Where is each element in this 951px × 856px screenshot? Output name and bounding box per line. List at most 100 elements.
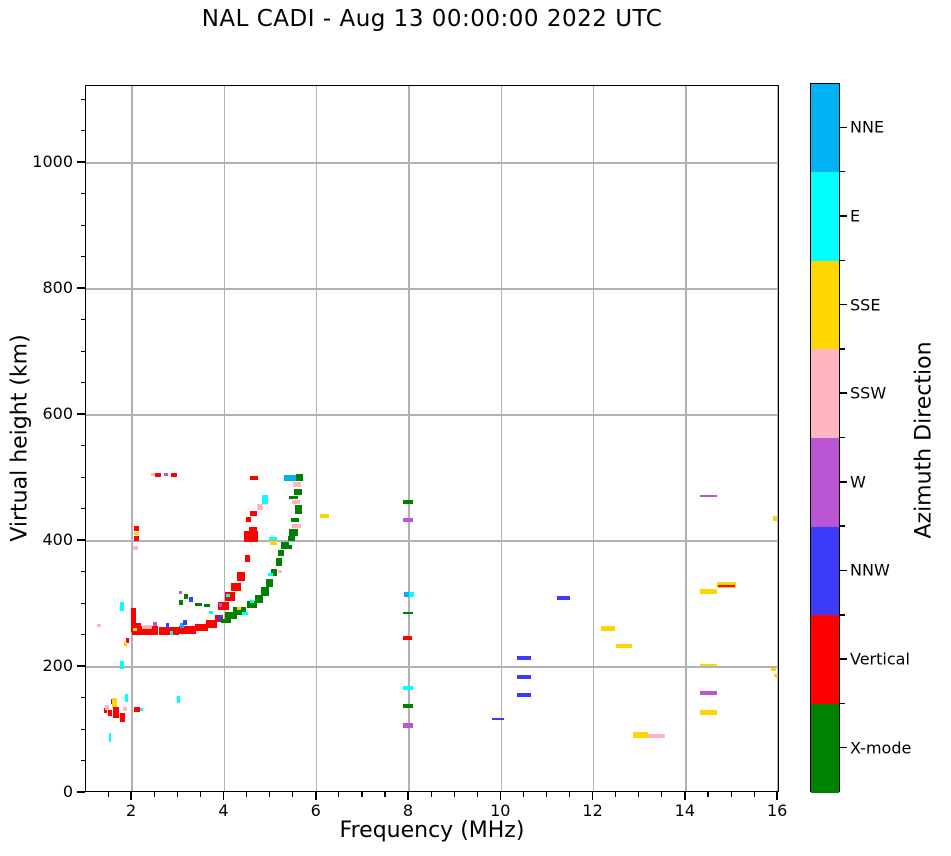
data-point-G [699,664,718,667]
data-point-P [133,546,138,550]
y-axis-tick [77,539,85,541]
y-axis-tick [77,665,85,667]
x-axis-tick [407,792,409,800]
data-point-V [125,637,130,644]
x-axis-minor-tick [269,792,271,797]
data-point-C [108,733,112,742]
y-axis-tick [77,287,85,289]
data-point-P [291,500,301,504]
plot-area [85,85,779,792]
data-point-C [209,611,213,615]
colorbar-tick [840,392,847,394]
data-point-W [178,591,183,595]
colorbar-tick [840,303,847,306]
data-point-X [271,568,278,577]
data-point-N [516,692,531,697]
data-point-X [203,604,210,608]
data-point-X [224,612,237,619]
y-axis-minor-tick [80,193,85,195]
x-axis-minor-tick [638,792,640,797]
x-axis-tick-label: 12 [582,801,603,820]
data-point-X [254,595,264,603]
data-point-C [120,661,124,669]
y-axis-tick-label: 1000 [32,152,73,172]
data-point-X [403,611,413,615]
data-point-X [284,544,292,549]
data-point-V [206,620,217,628]
data-point-V [403,635,413,641]
colorbar-boundary-tick [840,259,845,261]
data-point-V [170,473,178,477]
colorbar-tick-label-E: E [850,206,861,226]
data-point-X [403,499,413,505]
data-point-V [250,511,257,517]
y-axis-minor-tick [80,602,85,604]
grid-line-x [316,86,318,791]
data-point-C [125,693,128,702]
grid-line-x [592,86,595,791]
grid-line-y [86,288,778,290]
data-point-N [492,717,504,720]
x-axis-minor-tick [615,792,617,797]
data-point-G [124,642,128,647]
y-axis-minor-tick [80,571,85,573]
y-axis-minor-tick [80,256,85,258]
data-point-V [134,525,140,531]
data-point-G [319,513,330,518]
data-point-X [261,587,269,596]
data-point-X [287,535,295,542]
colorbar-segment-Vertical [811,615,839,705]
y-axis-minor-tick [80,382,85,384]
data-point-W [699,690,718,696]
data-point-N [166,623,170,628]
grid-line-x [408,86,410,791]
colorbar-tick [840,126,847,129]
x-axis-tick [776,792,778,800]
x-axis-minor-tick [199,792,202,797]
data-point-V [132,625,158,636]
y-axis-minor-tick [80,728,85,730]
y-axis-minor-tick [80,760,85,762]
colorbar-segment-NNE [811,84,839,174]
x-axis-minor-tick [661,792,663,797]
x-axis-tick [499,792,502,800]
data-point-N [556,595,571,600]
x-axis-minor-tick [153,792,155,797]
data-point-C [176,695,180,703]
x-axis-tick [130,792,132,800]
data-point-G [112,697,118,708]
data-point-P [277,570,282,574]
x-axis-minor-tick [753,792,755,797]
colorbar-segment-E [811,172,839,262]
y-axis-tick [77,161,85,163]
chart-title: NAL CADI - Aug 13 00:00:00 2022 UTC [201,6,663,32]
data-point-X [178,599,183,605]
colorbar-tick-label-SSW: SSW [850,383,887,403]
data-point-P [105,705,110,711]
data-point-G [237,606,242,610]
data-point-V [131,608,136,633]
x-axis-minor-tick [730,792,732,797]
x-axis-minor-tick [522,792,525,797]
data-point-W [699,495,718,498]
x-axis-minor-tick [569,792,571,797]
data-point-N [217,615,223,621]
data-point-G [699,589,718,594]
colorbar-tick [840,569,847,572]
y-axis-minor-tick [80,224,85,226]
x-axis-tick [684,792,686,800]
x-axis-minor-tick [476,792,478,797]
data-point-X [275,557,283,566]
data-point-G [770,667,777,672]
data-point-C [120,602,124,611]
data-point-V [103,708,107,713]
data-point-V [179,626,196,634]
colorbar-boundary-tick [840,348,845,350]
data-point-G [773,674,778,678]
data-point-W [403,723,413,728]
data-point-X [403,703,413,709]
colorbar-tick-label-W: W [850,472,866,492]
data-point-X [289,528,299,536]
y-axis-minor-tick [80,476,85,478]
colorbar-tick-label-NNW: NNW [850,560,890,580]
